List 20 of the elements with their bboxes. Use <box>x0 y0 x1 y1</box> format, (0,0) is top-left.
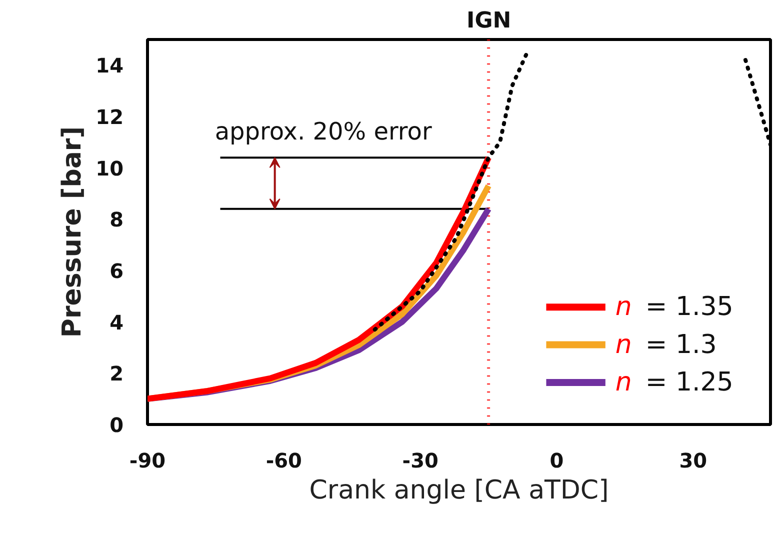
legend-label: n = 1.25 <box>615 368 734 398</box>
x-tick-label: -90 <box>129 448 166 472</box>
y-tick-label: 8 <box>110 208 124 232</box>
y-tick-label: 4 <box>110 310 124 334</box>
y-tick-label: 10 <box>96 156 124 180</box>
legend-label: n = 1.3 <box>615 330 717 360</box>
annotation: approx. 20% error <box>214 118 432 146</box>
x-tick-label: 30 <box>679 448 708 472</box>
x-tick-label: 0 <box>550 448 564 472</box>
y-tick-label: 0 <box>110 413 124 437</box>
y-tick-label: 12 <box>96 105 124 129</box>
x-axis-title: Crank angle [CA aTDC] <box>309 476 609 506</box>
y-tick-label: 6 <box>110 259 124 283</box>
y-axis-title: Pressure [bar] <box>58 126 88 338</box>
y-tick-label: 14 <box>96 54 124 78</box>
ref-line-label: IGN <box>466 8 512 34</box>
x-tick-label: -60 <box>266 448 302 472</box>
legend-label: n = 1.35 <box>615 292 734 322</box>
x-tick-label: -30 <box>402 448 438 472</box>
y-tick-label: 2 <box>110 362 124 386</box>
